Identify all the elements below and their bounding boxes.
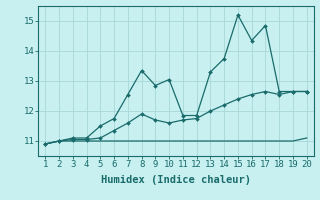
X-axis label: Humidex (Indice chaleur): Humidex (Indice chaleur): [101, 175, 251, 185]
